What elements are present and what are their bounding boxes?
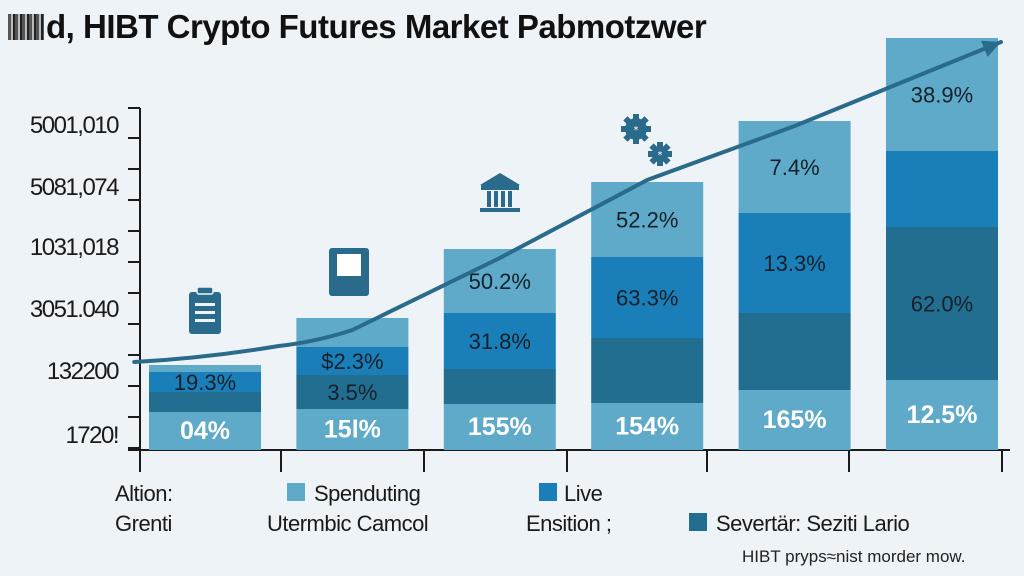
bar-segment — [886, 38, 998, 151]
y-tick-label: 3051.040 — [29, 296, 120, 323]
legend-swatch-mid — [539, 483, 557, 501]
bank-column — [487, 191, 491, 207]
y-tick-label: 5081,074 — [29, 174, 120, 201]
gear-large-icon: * — [621, 114, 651, 144]
bar-segment — [443, 369, 556, 404]
legend-swatch-dark — [689, 513, 707, 531]
bar-segment — [149, 365, 261, 372]
segment-label: 52.2% — [616, 208, 678, 233]
segment-label: $2.3% — [321, 349, 383, 374]
legend-item-spenduting: Spenduting — [314, 481, 421, 506]
bank-column — [494, 191, 498, 207]
trend-arrow-head — [981, 40, 1001, 57]
gear-star: * — [658, 150, 663, 161]
bar-segment — [591, 403, 704, 450]
bar-segment — [738, 313, 851, 390]
legend-item-live: Live — [564, 481, 603, 506]
y-tick-label: 1720! — [65, 422, 119, 449]
segment-label: 13.3% — [763, 251, 825, 276]
bar-segment — [149, 372, 261, 392]
legend-item-utermbic: Utermbic Camcol — [267, 511, 429, 536]
gear-body — [625, 118, 647, 140]
segment-label: 63.3% — [616, 286, 678, 311]
clipboard-line — [195, 303, 215, 306]
bar-segment — [738, 390, 851, 450]
legend-item-severtar: Severtär: Seziti Lario — [716, 511, 910, 536]
legend-swatch-light — [287, 483, 305, 501]
bank-beam — [481, 185, 519, 190]
segment-label: 155% — [468, 413, 532, 441]
bar-segment — [886, 151, 998, 227]
tablet-screen — [337, 254, 361, 276]
segment-label: 12.5% — [907, 401, 978, 429]
bar-segment — [149, 412, 261, 450]
bar-4: 154% 63.3% 52.2% — [591, 182, 704, 450]
bank-base — [480, 208, 520, 212]
footnote: HIBT pryps≈nist morder mow. — [742, 547, 966, 566]
bank-roof — [480, 173, 520, 185]
bar-segment — [443, 404, 556, 450]
y-tick-label: 5001,010 — [29, 112, 120, 139]
segment-label: 3.5% — [327, 380, 377, 405]
segment-label: 165% — [763, 406, 827, 434]
segment-label: 31.8% — [469, 329, 531, 354]
clipboard-line — [195, 311, 215, 314]
segment-label: 154% — [615, 413, 679, 441]
bar-segment — [296, 318, 409, 347]
bar-segment — [296, 347, 409, 375]
bar-segment — [296, 375, 409, 409]
clipboard-icon — [189, 286, 221, 334]
gear-star: * — [634, 125, 639, 136]
bank-icon — [480, 173, 520, 212]
clipboard-line — [195, 319, 215, 322]
tablet-icon — [329, 248, 369, 296]
bar-segment — [296, 409, 409, 450]
bar-segment — [886, 227, 998, 380]
y-tick-label: 132200 — [46, 358, 120, 385]
bar-6: 12.5% 62.0% 38.9% — [886, 38, 998, 450]
chart-title-text: d, HIBT Crypto Futures Market Pabmotzwer — [46, 8, 707, 45]
legend-row2-label: Grenti — [115, 511, 172, 536]
segment-label: 38.9% — [911, 83, 973, 108]
bank-column — [508, 191, 512, 207]
bar-segment — [591, 338, 704, 403]
garbled-logo — [8, 14, 44, 40]
chart-title: d, HIBT Crypto Futures Market Pabmotzwer — [8, 8, 707, 46]
bar-segment — [149, 392, 261, 412]
bar-segment — [738, 213, 851, 313]
bar-segment — [738, 121, 851, 213]
legend-item-ensition: Ensition ; — [526, 511, 612, 536]
segment-label: 15l% — [324, 416, 381, 444]
segment-label: 7.4% — [770, 155, 820, 180]
bar-2: 15l% 3.5% $2.3% — [296, 318, 409, 450]
bar-5: 165% 13.3% 7.4% — [738, 121, 851, 450]
segment-label: 62.0% — [911, 292, 973, 317]
trend-line — [132, 40, 1003, 364]
clipboard-clip — [196, 286, 214, 295]
segment-label: 04% — [180, 417, 230, 445]
segment-label: 50.2% — [469, 269, 531, 294]
bar-segment — [443, 313, 556, 369]
gear-body — [652, 146, 668, 162]
gear-small-icon: * — [648, 142, 672, 166]
bar-segment — [886, 380, 998, 450]
bank-column — [501, 191, 505, 207]
bar-segment — [591, 257, 704, 338]
y-tick-label: 1031,018 — [29, 234, 120, 261]
bar-segment — [591, 182, 704, 257]
legend-row1-label: Altion: — [115, 481, 173, 506]
bar-1: 04% 19.3% — [149, 365, 261, 450]
segment-label: 19.3% — [174, 370, 236, 395]
